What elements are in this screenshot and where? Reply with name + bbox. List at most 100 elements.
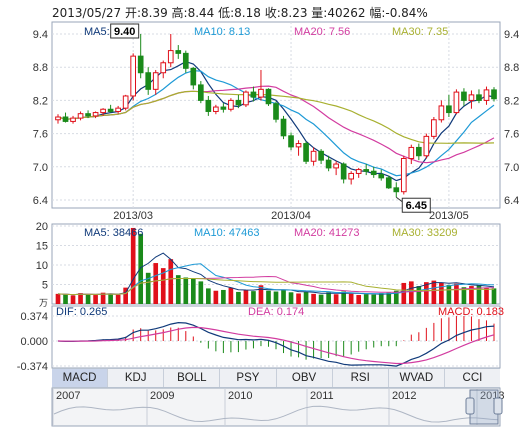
volume-bar [363,294,369,304]
candle-body [431,119,437,137]
volume-bar [288,292,294,304]
volume-bar [461,287,467,304]
volume-bar [115,294,121,304]
price-legend-ma20: MA20: 7.56 [294,26,350,38]
annotation-low-box [401,197,431,213]
volume-bar [123,287,128,304]
candle-body [130,55,137,97]
volume-legend-ma30: MA30: 33209 [392,227,457,239]
volume-tick-label: 5 [42,280,48,292]
candle-body [107,108,114,112]
candle-body [190,67,197,86]
candle-body [461,91,467,101]
candle-body [415,146,422,157]
annotation-high-box [110,23,140,39]
candle-body [92,112,99,117]
navigator-year-label: 2009 [150,390,174,402]
volume-bar [311,293,316,304]
volume-legend: MA5: 38466 MA10: 47463 MA20: 41273 MA30: 33… [84,227,457,239]
candle-body [355,169,362,174]
tab-rsi[interactable]: RSI [333,369,389,387]
macd-dif-line [57,321,495,367]
macd-dea-line [57,326,495,365]
volume-bar [85,294,91,304]
price-tick-label-right: 7.0 [504,162,519,174]
candle-body [115,107,121,112]
volume-bar [273,291,279,304]
volume-tick-label: 15 [36,241,48,253]
candle-body [393,187,400,193]
candle-body [348,172,355,180]
volume-bar [138,233,144,304]
navigator-year-label: 2007 [56,390,80,402]
candle-body [258,88,264,98]
candle-body [235,99,242,106]
price-legend: MA5: 8.20 MA10: 8.13 MA20: 7.56 MA30: 7.35 [84,26,448,38]
volume-bar [70,295,76,304]
volume-bar [130,227,136,304]
tab-boll[interactable]: BOLL [164,369,221,387]
volume-bar [484,287,489,304]
volume-bar [371,294,377,304]
candle-body [310,150,317,162]
candle-body [182,52,189,69]
tab-obv[interactable]: OBV [277,369,333,387]
price-tick-label: 9.4 [33,29,48,41]
candle-body [408,146,415,160]
macd-legend-ma20: DEA: 0.174 [248,306,304,318]
price-tick-label: 7.6 [33,129,48,141]
tab-macd[interactable]: MACD [52,369,109,387]
date-label: 2013/05 [429,210,469,222]
volume-bar [168,259,174,304]
candle-body [318,150,324,161]
candle-body [175,50,182,54]
volume-bar [401,282,407,304]
tab-kdj[interactable]: KDJ [108,369,165,387]
volume-bar [303,291,309,304]
range-navigator[interactable] [51,387,501,427]
candle-body [438,105,445,121]
navigator-handle-right[interactable] [493,397,503,415]
tab-cci[interactable]: CCI [462,372,483,384]
annotation-low: 6.45 [406,200,427,212]
price-tick-label-right: 8.2 [504,95,519,107]
price-date-axis: 2013/03 2013/04 2013/05 [113,210,468,222]
volume-bar [251,291,256,304]
volume-bar [424,282,429,304]
macd-legend: DIF: 0.265 DEA: 0.174 MACD: 0.183 [56,306,504,318]
candle-body [453,91,460,114]
candle-body [243,91,249,106]
tab-psy[interactable]: PSY [220,369,277,387]
volume-bar [378,293,384,304]
candle-body [100,108,106,114]
volume-bar [108,293,113,304]
volume-bar [228,287,234,304]
candle-body [85,113,91,117]
volume-bar [78,293,83,304]
price-legend-ma30: MA30: 7.35 [392,26,448,38]
price-candles [55,34,497,198]
candle-body [220,106,227,110]
candle-body [491,89,497,100]
volume-bar [439,282,444,304]
macd-legend-up: MACD: 0.183 [438,306,504,318]
volume-bar [190,278,196,304]
tab-wvad[interactable]: WVAD [389,369,445,387]
volume-bar [145,272,151,304]
candle-body [423,135,430,157]
volume-bar [318,294,324,304]
volume-bar [243,289,249,304]
navigator-handle-left[interactable] [465,397,475,415]
candle-body [325,159,332,169]
volume-bar [213,290,219,304]
price-tick-label: 6.4 [33,195,48,207]
candle-body [400,158,407,193]
candle-body [205,99,212,112]
volume-bar [296,293,301,304]
price-legend-ma10: MA10: 8.13 [194,26,250,38]
volume-bar [446,284,452,304]
candle-body [152,72,159,90]
navigator-year-label: 2010 [228,390,252,402]
volume-bar [341,291,346,304]
macd-axis-left: 0.374 0.000 -0.374 [17,311,48,373]
